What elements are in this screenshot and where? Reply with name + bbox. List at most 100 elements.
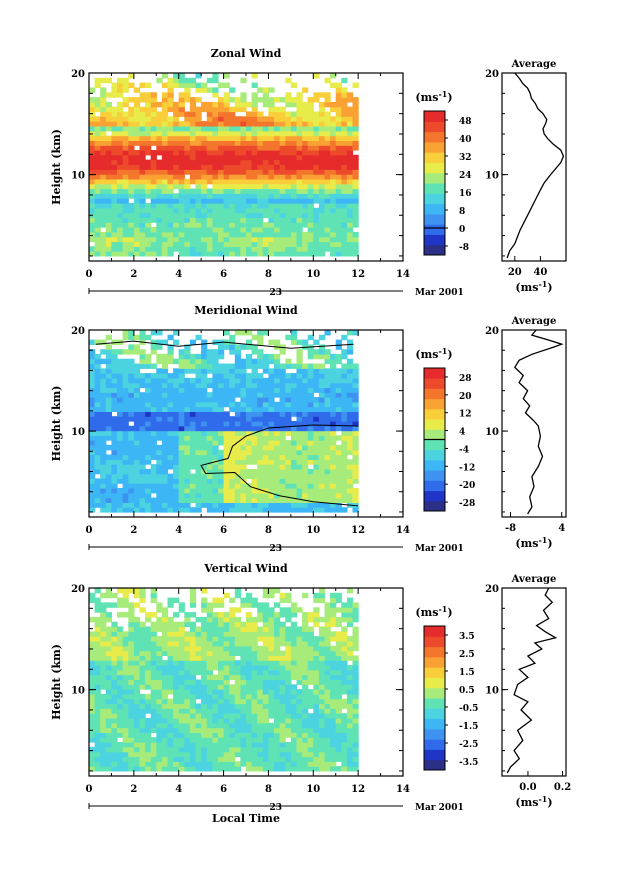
vertical-cell: [139, 669, 146, 676]
meridional-cell: [218, 349, 225, 355]
zonal-cell: [318, 145, 326, 151]
meridional-cell: [156, 416, 163, 422]
meridional-cell: [167, 416, 174, 422]
vertical-cell: [117, 766, 124, 772]
meridional-cell: [246, 454, 253, 460]
vertical-cell: [262, 698, 269, 705]
vertical-cell: [279, 674, 286, 680]
zonal-cell: [234, 130, 241, 137]
zonal-cell: [318, 183, 326, 190]
vertical-cell: [195, 636, 202, 642]
zonal-cell: [279, 183, 286, 190]
zonal-cell: [212, 111, 219, 117]
vertical-cell: [234, 641, 241, 647]
zonal-cell: [318, 222, 326, 228]
meridional-cell: [195, 440, 202, 446]
meridional-cell: [161, 368, 169, 374]
zonal-cell: [161, 227, 169, 233]
vertical-cell: [117, 718, 124, 724]
meridional-cell: [122, 459, 129, 465]
vertical-cell: [117, 708, 124, 714]
vertical-cell: [178, 621, 185, 628]
zonal-cell: [246, 126, 253, 132]
zonal-cell: [173, 164, 180, 170]
zonal-cell: [330, 207, 337, 214]
zonal-cell: [156, 130, 163, 137]
zonal-cell: [240, 203, 247, 209]
meridional-cell: [335, 411, 342, 417]
zonal-cell: [161, 174, 169, 180]
vertical-cell: [246, 727, 253, 733]
meridional-cell: [145, 473, 152, 479]
zonal-cell: [279, 111, 286, 117]
meridional-cell: [122, 435, 129, 441]
vertical-cell: [257, 684, 264, 690]
zonal-cell: [279, 145, 286, 151]
meridional-cell: [111, 464, 118, 470]
vertical-cell: [290, 708, 298, 714]
meridional-cell: [246, 435, 253, 441]
vertical-cell: [156, 689, 163, 695]
meridional-cell: [246, 440, 253, 446]
meridional-cell: [229, 449, 236, 456]
meridional-cell: [274, 392, 281, 398]
zonal-cell: [184, 222, 191, 228]
zonal-cell: [201, 159, 208, 165]
vertical-cell: [161, 636, 169, 642]
meridional-cell: [128, 473, 135, 479]
zonal-cell: [251, 159, 258, 165]
vertical-cell: [274, 684, 281, 690]
zonal-cell: [246, 174, 253, 180]
vertical-cell: [268, 727, 275, 733]
zonal-cell: [341, 231, 348, 238]
meridional-cell: [178, 454, 185, 460]
zonal-cell: [324, 97, 331, 103]
meridional-cell: [240, 449, 247, 456]
vertical-cell: [173, 746, 180, 753]
zonal-cell: [313, 178, 320, 185]
vertical-cell: [206, 641, 213, 647]
zonal-cell: [133, 106, 141, 113]
meridional-cell: [173, 468, 180, 475]
zonal-cell: [100, 150, 107, 156]
zonal-cell: [111, 154, 118, 161]
zonal-colorbar-swatch: [424, 121, 445, 133]
zonal-cell: [189, 198, 197, 204]
meridional-cell: [89, 411, 96, 417]
meridional-cell: [218, 464, 225, 470]
meridional-cell: [346, 377, 354, 384]
zonal-cell: [161, 97, 169, 103]
zonal-cell: [133, 154, 141, 161]
zonal-cell: [117, 101, 124, 108]
vertical-cell: [139, 761, 146, 767]
zonal-cell: [296, 126, 303, 132]
meridional-cell: [229, 397, 236, 403]
vertical-cell: [274, 655, 281, 661]
zonal-cell: [195, 251, 202, 257]
meridional-cell: [195, 421, 202, 427]
meridional-cell: [324, 406, 331, 412]
zonal-cell: [223, 135, 230, 141]
zonal-cell: [128, 145, 135, 151]
meridional-cell: [122, 334, 129, 341]
meridional-cell: [156, 473, 163, 479]
zonal-cell: [139, 241, 146, 247]
vertical-cell: [330, 602, 337, 608]
vertical-cell: [318, 674, 326, 680]
vertical-cell: [150, 669, 157, 676]
meridional-cell: [189, 377, 197, 384]
meridional-cell: [105, 416, 112, 422]
vertical-cell: [223, 766, 230, 772]
meridional-cell: [195, 473, 202, 479]
vertical-cell: [262, 592, 269, 599]
vertical-cell: [285, 727, 292, 733]
meridional-cell: [324, 507, 331, 513]
vertical-cell: [285, 684, 292, 690]
meridional-cell: [128, 430, 135, 436]
zonal-cell: [201, 178, 208, 185]
zonal-cell: [313, 121, 320, 127]
vertical-cell: [307, 718, 314, 724]
vertical-cell: [302, 650, 309, 656]
vertical-cell: [246, 698, 253, 705]
vertical-cell: [257, 708, 264, 714]
